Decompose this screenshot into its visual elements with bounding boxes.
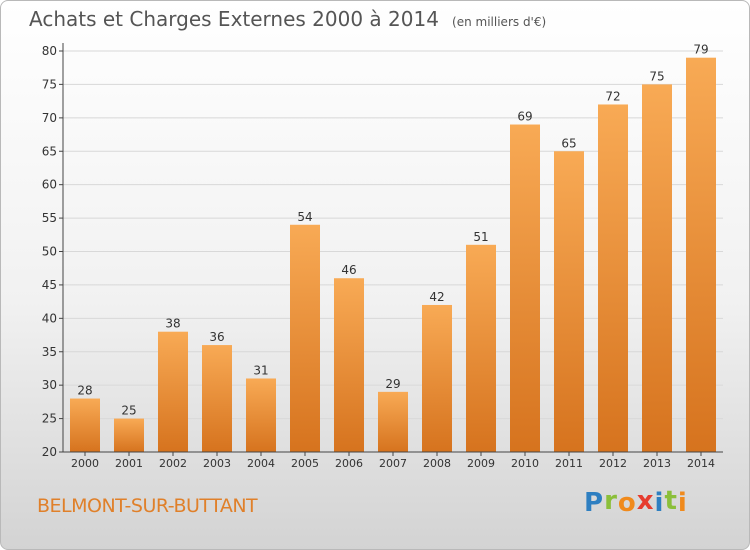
x-tick-label: 2003 bbox=[203, 457, 231, 470]
bar-2007 bbox=[378, 391, 408, 452]
x-tick-label: 2011 bbox=[555, 457, 583, 470]
x-tick-label: 2012 bbox=[599, 457, 627, 470]
logo-letter: t bbox=[664, 486, 678, 516]
bar-2010 bbox=[510, 124, 540, 453]
data-label: 75 bbox=[649, 69, 664, 83]
bars bbox=[70, 57, 716, 453]
bar-2012 bbox=[598, 104, 628, 452]
y-tick-label: 80 bbox=[42, 44, 57, 58]
data-label: 25 bbox=[121, 404, 136, 418]
data-label: 28 bbox=[77, 384, 92, 398]
bar-2011 bbox=[554, 151, 584, 452]
bar-2005 bbox=[290, 224, 320, 452]
y-tick-label: 35 bbox=[42, 345, 57, 359]
bar-2009 bbox=[466, 244, 496, 452]
bar-2006 bbox=[334, 278, 364, 452]
bar-2002 bbox=[158, 331, 188, 452]
y-tick-label: 40 bbox=[42, 311, 57, 325]
logo-letter: x bbox=[636, 486, 655, 516]
chart-title: Achats et Charges Externes 2000 à 2014 (… bbox=[29, 7, 546, 31]
x-tick-label: 2013 bbox=[643, 457, 671, 470]
bar-2004 bbox=[246, 378, 276, 452]
bar-2001 bbox=[114, 418, 144, 452]
place-name: BELMONT-SUR-BUTTANT bbox=[37, 495, 258, 517]
logo-letter: o bbox=[617, 488, 637, 518]
x-tick-label: 2000 bbox=[71, 457, 99, 470]
y-tick-label: 55 bbox=[42, 211, 57, 225]
y-tick-label: 60 bbox=[42, 178, 57, 192]
x-tick-label: 2002 bbox=[159, 457, 187, 470]
x-tick-label: 2008 bbox=[423, 457, 451, 470]
data-label: 46 bbox=[341, 263, 356, 277]
y-tick-label: 70 bbox=[42, 111, 57, 125]
x-tick-label: 2005 bbox=[291, 457, 319, 470]
logo-letter: i bbox=[654, 488, 665, 518]
y-tick-label: 65 bbox=[42, 144, 57, 158]
x-tick-label: 2006 bbox=[335, 457, 363, 470]
data-label: 31 bbox=[253, 363, 268, 377]
y-tick-label: 75 bbox=[42, 77, 57, 91]
proxiti-logo: Proxiti bbox=[584, 486, 688, 518]
data-label: 79 bbox=[693, 43, 708, 57]
x-tick-label: 2001 bbox=[115, 457, 143, 470]
data-label: 54 bbox=[297, 210, 312, 224]
x-tick-label: 2009 bbox=[467, 457, 495, 470]
logo-letter: P bbox=[584, 488, 605, 518]
data-label: 36 bbox=[209, 330, 224, 344]
chart-title-unit: (en milliers d'€) bbox=[452, 15, 547, 29]
data-label: 42 bbox=[429, 290, 444, 304]
data-label: 38 bbox=[165, 317, 180, 331]
data-label: 72 bbox=[605, 89, 620, 103]
x-tick-label: 2014 bbox=[687, 457, 715, 470]
axes bbox=[59, 43, 723, 456]
x-tick-label: 2007 bbox=[379, 457, 407, 470]
y-tick-label: 45 bbox=[42, 278, 57, 292]
bar-2013 bbox=[642, 84, 672, 453]
y-tick-label: 25 bbox=[42, 412, 57, 426]
labels: 20 25 30 35 40 45 50 55 60 65 70 75 80 28 2000 25 2001 38… bbox=[42, 43, 715, 470]
data-label: 29 bbox=[385, 377, 400, 391]
data-label: 65 bbox=[561, 136, 576, 150]
data-label: 69 bbox=[517, 110, 532, 124]
logo-letter: r bbox=[604, 486, 618, 516]
x-tick-label: 2010 bbox=[511, 457, 539, 470]
data-label: 51 bbox=[473, 230, 488, 244]
bar-2008 bbox=[422, 304, 452, 452]
bar-2014 bbox=[686, 57, 716, 452]
bar-2003 bbox=[202, 345, 232, 452]
y-tick-label: 50 bbox=[42, 245, 57, 259]
y-tick-label: 30 bbox=[42, 378, 57, 392]
bar-2000 bbox=[70, 398, 100, 452]
chart-title-main: Achats et Charges Externes 2000 à 2014 bbox=[29, 7, 439, 31]
logo-letter: i bbox=[677, 488, 688, 518]
y-tick-label: 20 bbox=[42, 445, 57, 459]
x-tick-label: 2004 bbox=[247, 457, 275, 470]
